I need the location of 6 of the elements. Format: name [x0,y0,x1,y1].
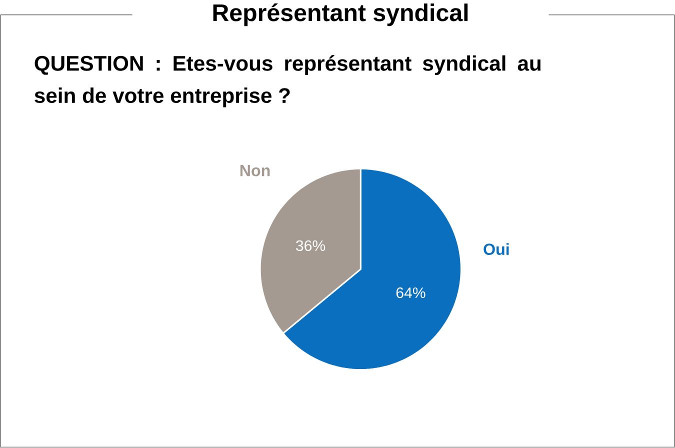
chart-subtitle: QUESTION : Etes-vous représentant syndical au sein de votre entreprise ? [34,55,541,108]
chart-title: Représentant syndical [213,3,468,26]
slice-label: Oui [484,243,509,256]
slice-label: Non [240,165,270,176]
data-label: 36% [296,240,326,252]
data-label: 64% [396,288,426,298]
